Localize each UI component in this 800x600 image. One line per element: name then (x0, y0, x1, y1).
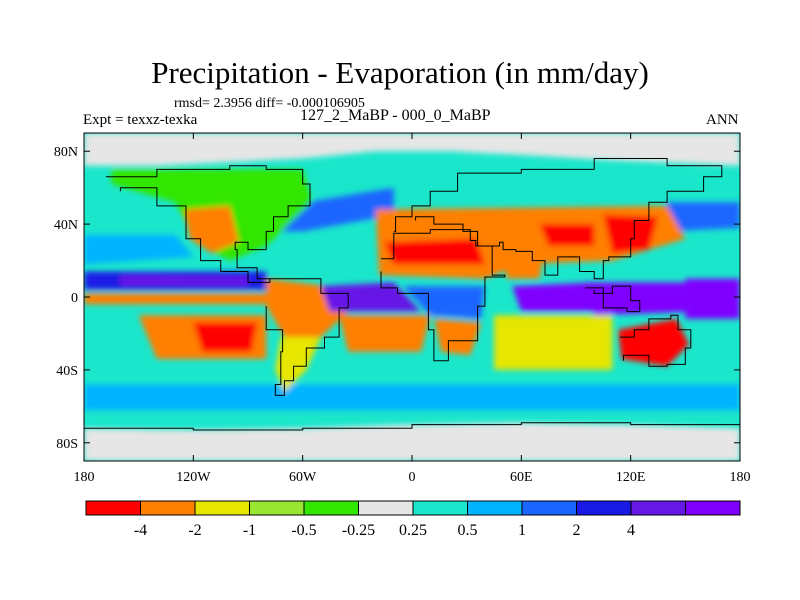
region-arctic-ocean (84, 133, 740, 166)
lon-tick-label: 0 (409, 470, 416, 485)
region-south-atlantic-subtropics (339, 315, 431, 352)
region-south-pacific-dry-core (193, 322, 258, 352)
region-east-asia (603, 215, 658, 254)
region-tropical-atlantic-wet (320, 282, 422, 312)
region-north-pacific-subtropics (84, 235, 194, 265)
lat-tick-label: 0 (71, 291, 78, 306)
colorbar-swatch (412, 500, 468, 516)
lon-tick-label: 120E (616, 470, 646, 485)
colorbar-swatch (358, 500, 414, 516)
coastline-layer (84, 158, 740, 431)
colorbar-swatch (194, 500, 250, 516)
colorbar-label: -1 (243, 522, 256, 539)
coastline (265, 278, 349, 396)
colorbar-label: 4 (627, 522, 635, 539)
colorbar-swatch (249, 500, 305, 516)
region-north-pacific-storm-track (667, 202, 740, 232)
map-panel (83, 132, 741, 462)
lon-tick-label: 60E (510, 470, 533, 485)
lon-tick-label: 120W (176, 470, 211, 485)
colorbar-swatch (303, 500, 359, 516)
region-southwest-north-america (184, 205, 239, 254)
colorbar-label: 0.25 (399, 522, 427, 539)
colorbar-swatch (467, 500, 523, 516)
lat-tick-label: 40S (56, 364, 78, 379)
region-south-america-south (275, 337, 321, 392)
experiment-label: 127_2_MaBP - 000_0_MaBP (300, 107, 491, 124)
coastline (585, 285, 641, 313)
colorbar-label: -2 (188, 522, 201, 539)
region-tibet-dry (539, 224, 595, 246)
region-southern-africa (433, 318, 482, 356)
axis-ticks: 180 120W 60W 0 60E 120E 180 80N 40N 0 40S 80S (54, 133, 751, 485)
lon-tick-label: 180 (74, 470, 95, 485)
lon-tick-label: 180 (730, 470, 751, 485)
region-antarctica (84, 422, 740, 461)
region-southern-ocean-storm-track (84, 384, 740, 410)
colorbar-label: -0.5 (291, 522, 316, 539)
field-layer (84, 133, 740, 461)
colorbar-swatch (685, 500, 741, 516)
colorbar-label: 2 (573, 522, 581, 539)
lat-tick-label: 40N (54, 218, 78, 233)
rmsd-diff-stats: rmsd= 2.3956 diff= -0.000106905 (174, 96, 365, 111)
season-label: ANN (706, 112, 739, 128)
experiment-id: Expt = texxz-texka (83, 112, 198, 128)
region-itcz-pacific-core (120, 275, 248, 287)
region-indian-ocean-north (512, 282, 604, 312)
region-indian-ocean-south (494, 315, 613, 370)
coastline (105, 165, 311, 283)
colorbar-label: 0.5 (458, 522, 478, 539)
region-sahara-dry-core (384, 238, 485, 265)
colorbar-swatch (630, 500, 686, 516)
coastline (380, 229, 506, 362)
region-arabian-sea (503, 256, 544, 279)
lat-tick-label: 80N (54, 145, 78, 160)
colorbar-swatch (140, 500, 196, 516)
colorbar-label: 1 (518, 522, 526, 539)
region-equatorial-pacific-dry-tongue (84, 293, 267, 305)
coastline (84, 422, 740, 431)
colorbar-swatch (521, 500, 577, 516)
colorbar-label: -4 (134, 522, 147, 539)
plot-title: Precipitation - Evaporation (in mm/day) (151, 55, 649, 90)
region-australia (617, 318, 689, 367)
region-north-atlantic-storm-track (275, 187, 394, 232)
colorbar-swatch (85, 500, 141, 516)
lat-tick-label: 80S (56, 437, 78, 452)
region-central-africa (402, 286, 485, 319)
colorbar: -4 -2 -1 -0.5 -0.25 0.25 0.5 1 2 4 (85, 500, 741, 539)
colorbar-swatch (576, 500, 632, 516)
coastline (393, 158, 723, 280)
region-west-pacific-warm-pool (685, 278, 740, 319)
colorbar-label: -0.25 (342, 522, 375, 539)
coastline (619, 314, 692, 367)
lon-tick-label: 60W (289, 470, 317, 485)
